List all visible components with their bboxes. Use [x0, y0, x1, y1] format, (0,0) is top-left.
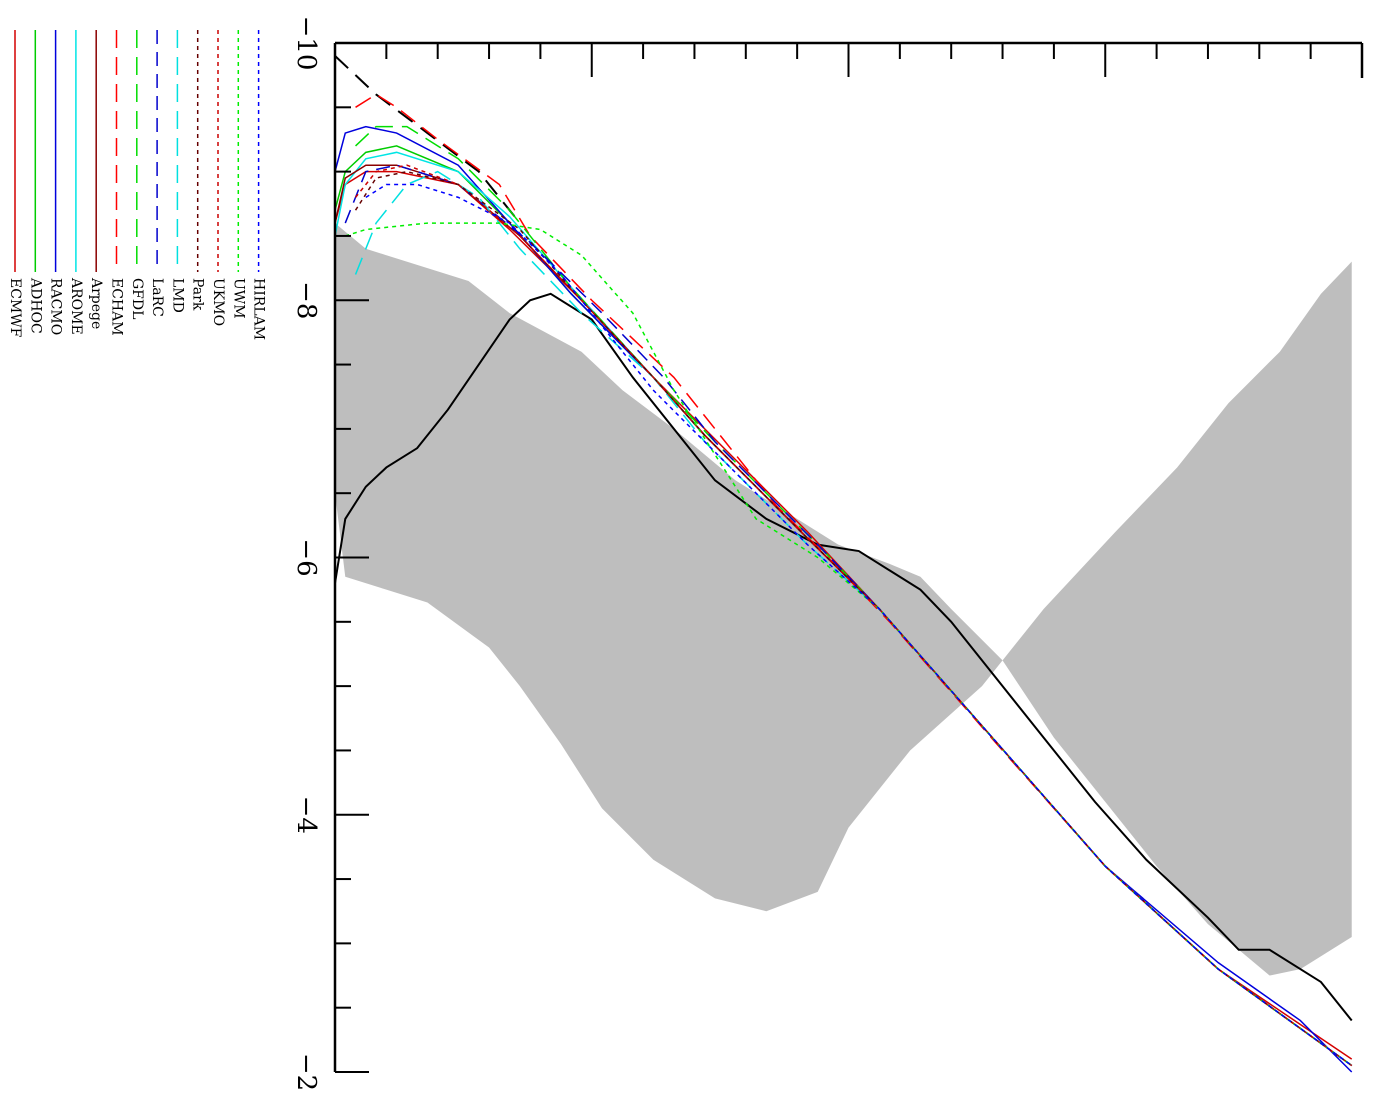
legend-label-adhoc: ADHOC [27, 277, 43, 334]
legend-label-racmo: RACMO [48, 278, 64, 335]
legend-label-gfdl: GFDL [129, 278, 145, 319]
legend-label-arpege: Arpege [88, 277, 104, 329]
series-line-reference-0 [334, 292, 1353, 1022]
x-tick-label: −6 [291, 538, 321, 576]
legend-label-lmd: LMD [169, 278, 185, 313]
tick-layer: −10 −8 −6 −4 −2 [291, 16, 1363, 1091]
series-line-park [354, 170, 1353, 1067]
series-line-lmd [354, 170, 1353, 1067]
legend-label-arome: AROME [68, 277, 84, 335]
legend-label-uwm: UWM [230, 278, 246, 319]
legend-label-park: Park [190, 278, 206, 311]
legend: ECMWF ADHOC RACMO AROME Arpege ECHAM GFDL LaRC L… [7, 30, 267, 340]
legend-label-ukmo: UKMO [210, 278, 226, 326]
x-tick-label: −10 [291, 16, 321, 71]
series-line-uwm [345, 222, 1353, 1067]
spread-envelope [335, 223, 1352, 976]
legend-label-larc: LaRC [149, 278, 165, 317]
legend-label-hirlam: HIRLAM [251, 278, 267, 340]
series-line-reference-1 [334, 55, 521, 224]
spread-envelope-layer [335, 223, 1352, 976]
series-line-hirlam [365, 183, 1353, 1067]
legend-label-ecmwf: ECMWF [7, 278, 23, 338]
x-tick-label: −2 [291, 1053, 321, 1091]
x-tick-label: −8 [291, 281, 321, 319]
legend-label-echam: ECHAM [109, 278, 125, 336]
series-lines-layer [334, 55, 1353, 1073]
x-tick-label: −4 [291, 796, 321, 834]
